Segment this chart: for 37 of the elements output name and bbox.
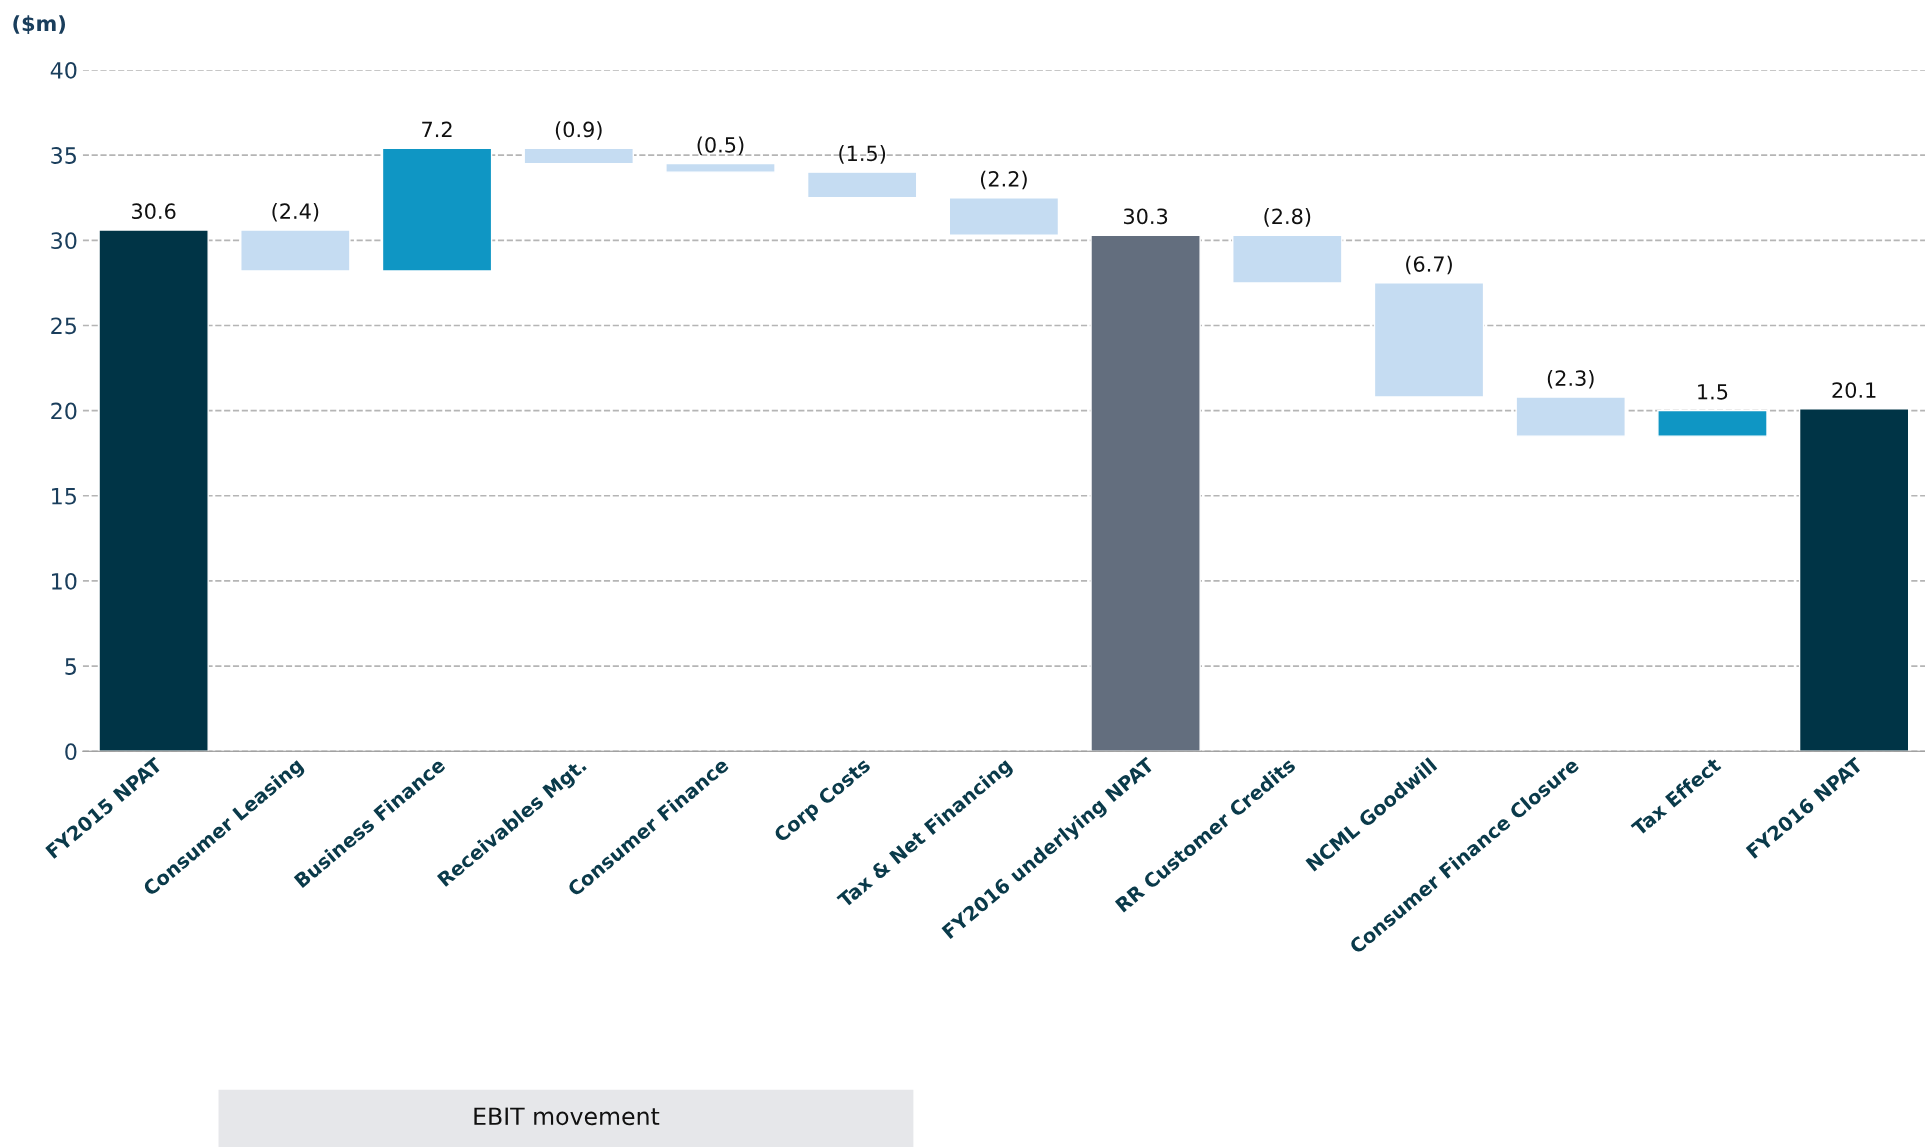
bar xyxy=(1373,282,1485,398)
data-label: (2.2) xyxy=(980,170,1027,190)
data-label: (2.8) xyxy=(1264,208,1311,227)
bar xyxy=(1798,408,1910,752)
y-tick-label: 40 xyxy=(50,61,77,79)
bar xyxy=(98,229,209,752)
data-label: (2.3) xyxy=(1547,369,1594,389)
bar xyxy=(948,197,1060,236)
data-label: 30.6 xyxy=(132,203,176,220)
bar xyxy=(523,147,635,165)
y-tick-label: 25 xyxy=(51,317,76,335)
data-label: (0.9) xyxy=(555,121,602,140)
bar xyxy=(1232,234,1343,284)
data-label: (0.5) xyxy=(697,136,744,156)
y-tick-label: 15 xyxy=(52,488,76,505)
y-tick-label: 20 xyxy=(51,402,77,420)
data-label: (1.5) xyxy=(839,145,886,164)
bar xyxy=(1090,234,1201,752)
data-label: 1.5 xyxy=(1698,384,1728,400)
data-label: (6.7) xyxy=(1406,255,1452,275)
bar xyxy=(1515,396,1626,437)
y-tick-label: 10 xyxy=(52,572,77,590)
data-label: 30.3 xyxy=(1123,208,1168,225)
data-label: (2.4) xyxy=(272,202,319,222)
y-tick-label: 35 xyxy=(51,147,76,164)
bar xyxy=(1657,409,1768,437)
bar xyxy=(806,171,918,199)
y-tick-label: 30 xyxy=(51,232,77,250)
data-label: 7.2 xyxy=(422,121,452,138)
text: EBIT movement xyxy=(474,1107,660,1126)
bar xyxy=(665,162,776,173)
y-tick-label: 0 xyxy=(65,743,77,761)
y-axis-title: ($m) xyxy=(13,15,66,35)
y-tick-label: 5 xyxy=(65,658,76,675)
data-label: 20.1 xyxy=(1832,382,1876,398)
bar xyxy=(240,229,351,272)
bar xyxy=(381,147,493,272)
